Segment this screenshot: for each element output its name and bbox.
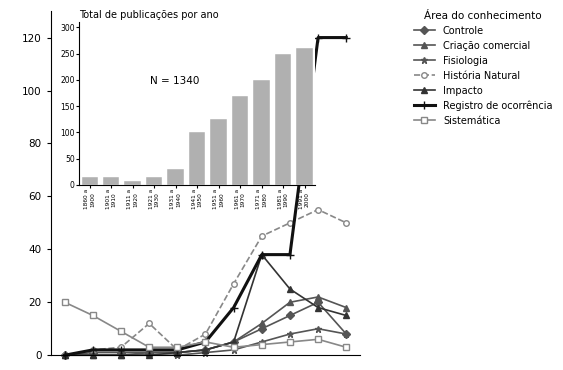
Bar (124, 181, 141, 185)
Legend: Controle, Criação comercial, Fisiologia, História Natural, Impacto, Registro de : Controle, Criação comercial, Fisiologia,… (411, 9, 555, 129)
Bar (232, 96, 248, 185)
Bar (253, 80, 270, 185)
Text: Total de publicações por ano: Total de publicações por ano (79, 10, 218, 20)
Bar (168, 169, 184, 185)
Text: N = 1340: N = 1340 (150, 76, 199, 86)
Bar (275, 54, 291, 185)
Bar (82, 177, 97, 185)
Bar (211, 120, 226, 185)
Bar (189, 132, 205, 185)
Bar (146, 177, 162, 185)
Bar (103, 177, 119, 185)
Bar (297, 48, 312, 185)
